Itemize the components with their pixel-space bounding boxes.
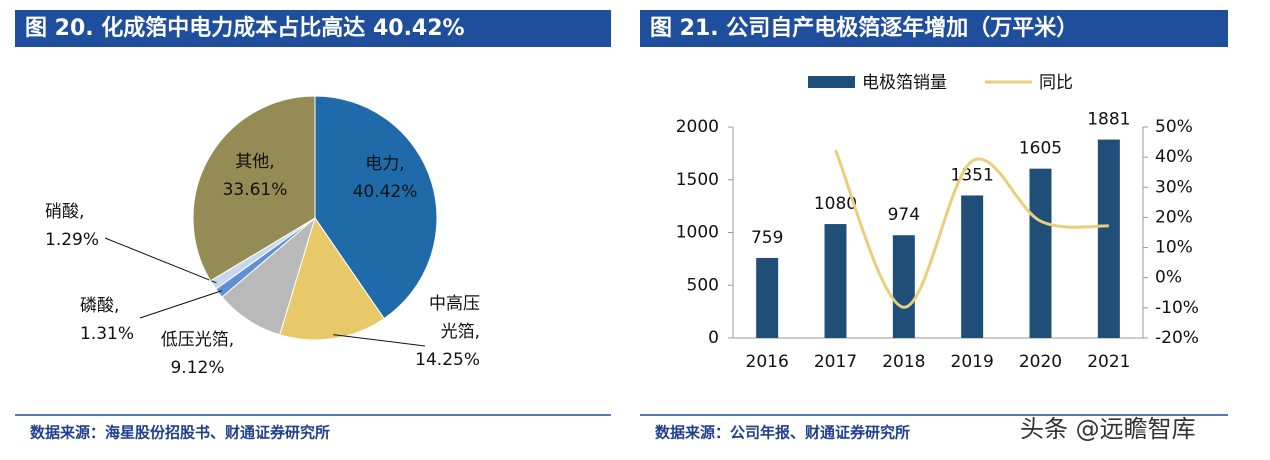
y-tick-label: 500 <box>687 275 719 295</box>
source: 数据来源：海星股份招股书、财通证券研究所 <box>30 424 330 442</box>
y2-tick-label: 10% <box>1155 238 1193 258</box>
y2-tick-label: 50% <box>1155 117 1193 137</box>
y-tick-label: 1500 <box>676 170 719 190</box>
slice-value: 14.25% <box>415 350 480 370</box>
legend-swatch <box>808 76 855 88</box>
slice-category: 硝酸, <box>45 202 85 222</box>
bar-label: 759 <box>751 228 783 248</box>
slice-label: 其他, 33.61% <box>200 148 310 204</box>
slice-label: 硝酸, 1.29% <box>45 198 115 254</box>
x-tick-label: 2019 <box>951 352 994 372</box>
title-bar <box>15 10 611 47</box>
slice-label: 磷酸, 1.31% <box>80 292 150 348</box>
bar <box>892 235 915 338</box>
y2-tick-label: 0% <box>1155 268 1182 288</box>
legend-label: 同比 <box>1039 73 1073 93</box>
slice-category: 磷酸, <box>80 296 120 316</box>
chart-title: 图 21. 公司自产电极箔逐年增加（万平米） <box>650 15 1078 41</box>
slice-value: 1.29% <box>45 230 100 250</box>
leader-line <box>139 290 223 319</box>
slice-label: 低压光箔, 9.12% <box>145 326 250 382</box>
x-tick-label: 2018 <box>882 352 925 372</box>
slice-category: 电力, <box>365 154 405 174</box>
bar <box>961 195 984 338</box>
bar-label: 1351 <box>951 165 994 185</box>
watermark: 头条 @远瞻智库 <box>1020 415 1196 443</box>
slice-value: 9.12% <box>170 358 225 378</box>
line-series <box>834 149 1109 309</box>
y2-tick-label: 40% <box>1155 147 1193 167</box>
source: 数据来源：公司年报、财通证券研究所 <box>655 424 910 442</box>
slice-value: 40.42% <box>352 182 418 202</box>
x-tick-label: 2020 <box>1019 352 1062 372</box>
slice-category: 低压光箔, <box>160 330 235 350</box>
leader-line <box>333 334 426 347</box>
slice-value: 33.61% <box>222 180 288 200</box>
slice-value: 1.31% <box>80 324 135 344</box>
bar <box>1097 139 1120 338</box>
y-tick-label: 0 <box>708 328 719 348</box>
slice-label: 电力, 40.42% <box>340 150 430 206</box>
slice-label: 中高压 光箔, 14.25% <box>380 290 480 374</box>
x-tick-label: 2021 <box>1087 352 1130 372</box>
y2-tick-label: 30% <box>1155 177 1193 197</box>
bar-label: 1605 <box>1019 139 1062 159</box>
chart-title: 图 20. 化成箔中电力成本占比高达 40.42% <box>25 15 465 41</box>
leader-line <box>104 237 217 284</box>
bar-label: 1080 <box>814 194 857 214</box>
x-tick-label: 2016 <box>746 352 789 372</box>
bar-label: 1881 <box>1087 110 1130 130</box>
slice-category: 中高压 光箔, <box>429 294 480 342</box>
bar <box>1029 168 1052 338</box>
x-tick-label: 2017 <box>814 352 857 372</box>
y2-tick-label: -10% <box>1155 298 1199 318</box>
bar-label: 974 <box>888 205 920 225</box>
y-tick-label: 2000 <box>676 117 719 137</box>
slice-category: 其他, <box>235 152 275 172</box>
title-bar <box>640 10 1228 47</box>
y-tick-label: 1000 <box>676 223 719 243</box>
pie-slice <box>192 95 316 282</box>
bar <box>756 257 779 338</box>
y2-tick-label: 20% <box>1155 207 1193 227</box>
pie-slice <box>314 95 438 320</box>
legend-label: 电极箔销量 <box>862 73 947 93</box>
bar <box>824 224 847 338</box>
y2-tick-label: -20% <box>1155 328 1199 348</box>
